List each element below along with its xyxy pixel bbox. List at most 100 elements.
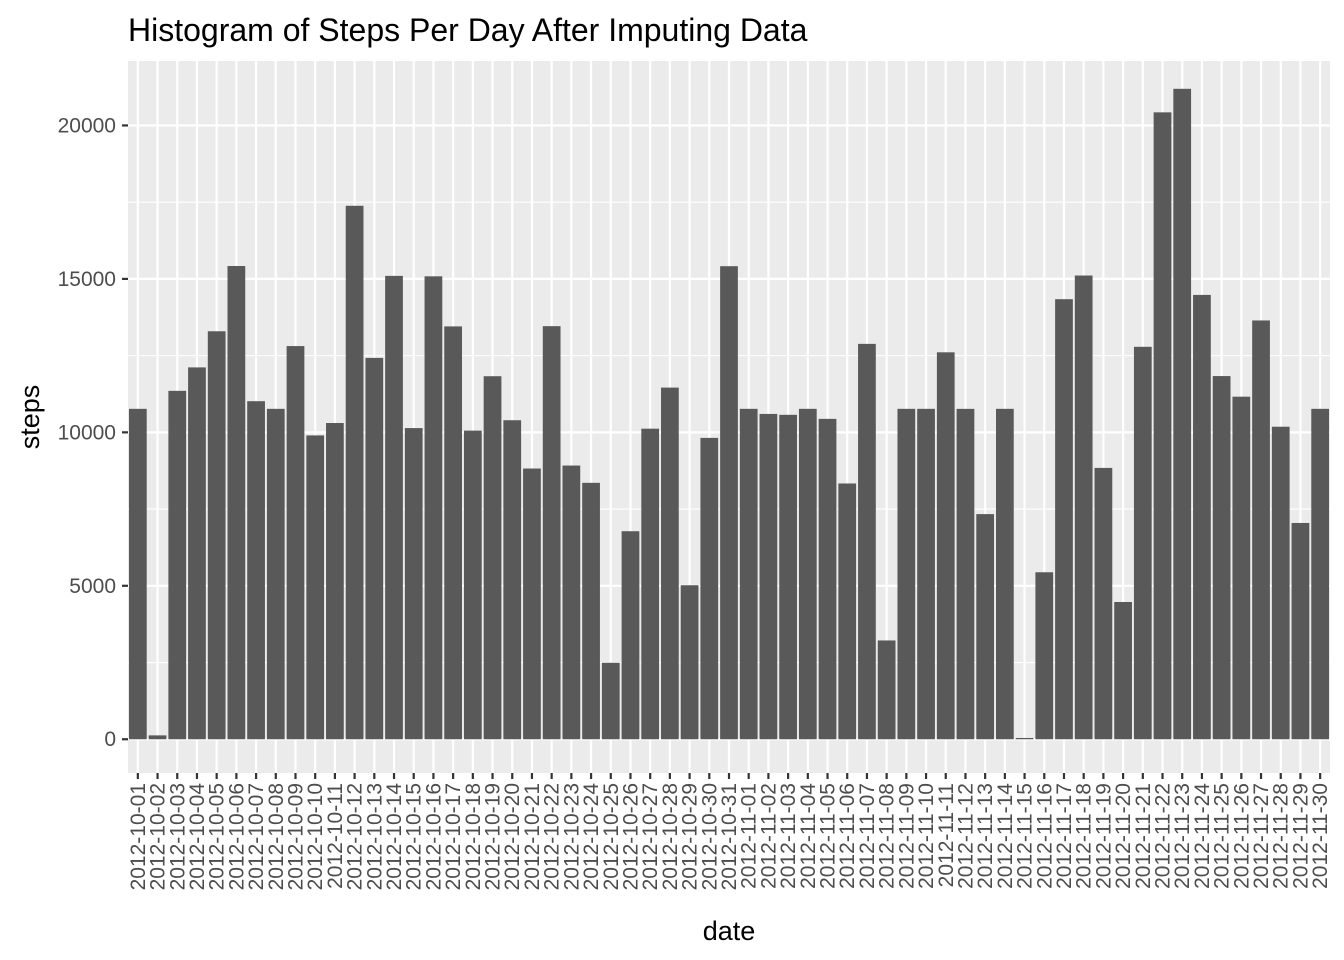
bar [463,430,482,740]
bar [207,331,226,740]
x-tick-label: 2012-11-25 [1211,783,1234,889]
bar [877,640,896,740]
x-tick-label: 2012-11-16 [1033,783,1056,889]
y-tick-label: 5000 [69,575,116,598]
y-tick-label: 15000 [58,268,116,291]
bar [1015,737,1034,740]
x-tick-label: 2012-11-06 [836,783,859,889]
x-tick-label: 2012-10-11 [324,783,347,889]
x-tick-label: 2012-10-31 [718,783,741,890]
bar [818,418,837,740]
x-axis-title: date [703,916,756,946]
x-tick-label: 2012-11-21 [1132,783,1155,889]
x-tick-label: 2012-10-13 [363,783,386,890]
x-tick-label: 2012-10-15 [403,783,426,890]
x-tick-label: 2012-11-10 [915,783,938,889]
x-tick-label: 2012-11-04 [797,783,820,889]
x-tick-label: 2012-11-28 [1270,783,1293,889]
bar [227,266,246,740]
bar [562,465,581,740]
x-tick-label: 2012-10-22 [541,783,564,890]
bar [1311,408,1330,740]
x-tick-label: 2012-11-19 [1092,783,1115,889]
x-tick-label: 2012-11-07 [856,783,879,889]
bars [128,88,1330,740]
bar [523,468,541,740]
x-tick-label: 2012-11-13 [974,783,997,889]
bar [286,346,305,740]
x-tick-label: 2012-10-25 [600,783,623,890]
bar [582,482,600,740]
x-tick-label: 2012-10-24 [580,783,603,891]
bar [779,414,797,740]
x-tick-label: 2012-10-28 [659,783,682,890]
x-tick-label: 2012-10-27 [639,783,662,890]
x-tick-label: 2012-10-26 [619,783,642,890]
bar [1252,320,1270,740]
x-tick-label: 2012-10-19 [482,783,505,890]
x-tick-label: 2012-10-08 [265,783,288,890]
bar [661,387,679,740]
x-tick-label: 2012-10-23 [560,783,583,890]
x-tick-label: 2012-11-05 [817,783,840,889]
bar [936,352,955,740]
x-tick-label: 2012-10-16 [422,783,445,890]
x-tick-label: 2012-10-07 [245,783,268,890]
bar [621,531,640,740]
x-tick-label: 2012-11-26 [1230,783,1253,889]
bar [542,326,561,740]
x-tick-label: 2012-11-27 [1250,783,1273,889]
bar [700,437,719,740]
x-tick-label: 2012-11-20 [1112,783,1135,889]
bar [1193,294,1211,740]
bar [1055,299,1073,740]
chart-title: Histogram of Steps Per Day After Imputin… [128,12,808,48]
bar [1153,112,1172,740]
x-tick-label: 2012-11-18 [1073,783,1096,889]
x-tick-label: 2012-10-01 [127,783,150,890]
bar [483,376,502,740]
bar [680,585,699,740]
x-tick-label: 2012-11-24 [1191,783,1214,889]
x-tick-label: 2012-10-04 [186,783,209,891]
bar [858,343,876,740]
bar [897,408,916,740]
x-tick-label: 2012-10-06 [225,783,248,890]
x-tick-label: 2012-10-17 [442,783,465,890]
x-tick-label: 2012-11-09 [895,783,918,889]
bar [720,266,738,740]
bar [1114,601,1132,740]
bar [996,408,1014,740]
bar [1212,376,1231,740]
x-tick-label: 2012-11-17 [1053,783,1076,889]
x-tick-label: 2012-11-14 [994,783,1017,889]
x-tick-label: 2012-11-23 [1171,783,1194,889]
x-tick-label: 2012-10-20 [501,783,524,890]
bar [759,413,778,740]
bar [404,428,423,740]
x-tick-label: 2012-11-01 [738,783,761,889]
x-tick-label: 2012-10-30 [698,783,721,890]
bar [1291,522,1310,740]
y-axis-title: steps [15,385,45,450]
bar [917,408,935,740]
x-tick-label: 2012-11-03 [777,783,800,889]
x-tick-label: 2012-11-15 [1014,783,1037,889]
bar [1173,88,1192,740]
bar [601,662,620,740]
bar [385,275,403,740]
bar [956,408,975,740]
y-tick-label: 20000 [58,114,116,137]
bar [345,205,364,740]
x-tick-label: 2012-10-03 [166,783,189,890]
bar [326,423,344,740]
x-tick-label: 2012-10-09 [284,783,307,890]
x-tick-label: 2012-10-14 [383,783,406,891]
x-tick-label: 2012-10-02 [147,783,170,890]
x-tick-label: 2012-11-22 [1152,783,1175,889]
bar [641,428,660,740]
bar [1074,275,1093,740]
bar [365,357,384,740]
y-axis: 0 5000 10000 15000 20000 [58,114,128,751]
